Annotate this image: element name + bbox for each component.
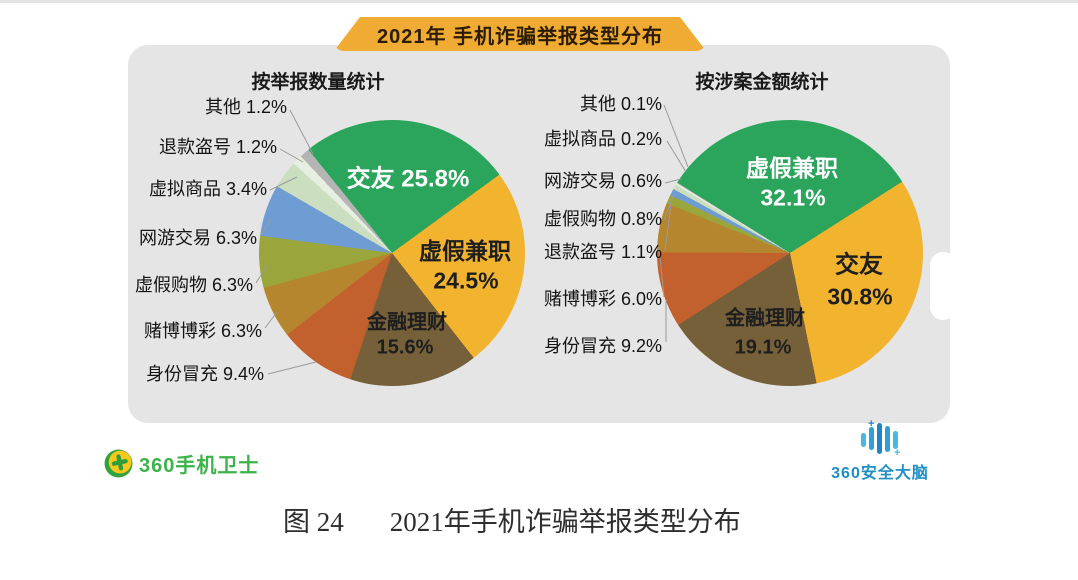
panel-right-notch [930,252,956,320]
slice-label: 15.6% [376,336,434,359]
banner-ribbon: 2021年 手机诈骗举报类型分布 [334,17,706,51]
logo-360-mobile-guard-text: 360手机卫士 [139,455,260,477]
top-divider [0,0,1078,3]
chart-title-banner: 2021年 手机诈骗举报类型分布 [334,17,706,51]
slice-label: 金融理财 [725,307,805,330]
slice-label: 交友 [835,251,883,279]
left-pie-subtitle: 按举报数量统计 [251,72,385,93]
callout-label: 其他 1.2% [204,97,287,117]
callout-label: 虚拟商品 3.4% [148,179,267,199]
slice-label: 24.5% [433,267,499,294]
figure-caption: 图 24 2021年手机诈骗举报类型分布 [283,500,741,539]
callout-label: 退款盗号 1.1% [543,242,662,262]
callout-label: 身份冒充 9.2% [543,336,662,356]
pie-by-amount [657,120,923,386]
slice-label: 19.1% [734,336,792,359]
figure-caption-title: 2021年手机诈骗举报类型分布 [389,507,741,537]
logo-360-security-brain: + + 360安全大脑 [820,419,940,483]
callout-label: 身份冒充 9.4% [145,364,264,384]
figure-number: 图 24 [283,507,344,537]
callout-label: 虚拟商品 0.2% [543,129,662,149]
slice-label: 虚假兼职 [419,238,511,264]
pie-by-report-count [259,120,525,386]
callout-label: 赌博博彩 6.3% [143,321,262,341]
slice-label: 虚假兼职 [746,155,838,181]
slice-label: 32.1% [760,184,826,211]
callout-label: 网游交易 0.6% [543,171,662,191]
360-shield-icon [104,449,133,478]
logo-360-mobile-guard: 360手机卫士 [104,449,259,478]
slice-label: 交友 25.8% [346,165,470,193]
chart-title: 2021年 手机诈骗举报类型分布 [376,25,664,48]
right-pie-subtitle: 按涉案金额统计 [695,72,829,93]
brain-bars-icon: + + [857,419,903,459]
callout-label: 虚假购物 0.8% [543,209,662,229]
logo-360-security-brain-text: 360安全大脑 [831,465,929,482]
slice-label: 金融理财 [367,311,447,334]
slice-label: 30.8% [827,283,893,310]
callout-label: 退款盗号 1.2% [158,137,277,157]
callout-label: 赌博博彩 6.0% [543,289,662,309]
callout-label: 虚假购物 6.3% [134,275,253,295]
callout-label: 其他 0.1% [579,94,662,114]
callout-label: 网游交易 6.3% [138,228,257,248]
